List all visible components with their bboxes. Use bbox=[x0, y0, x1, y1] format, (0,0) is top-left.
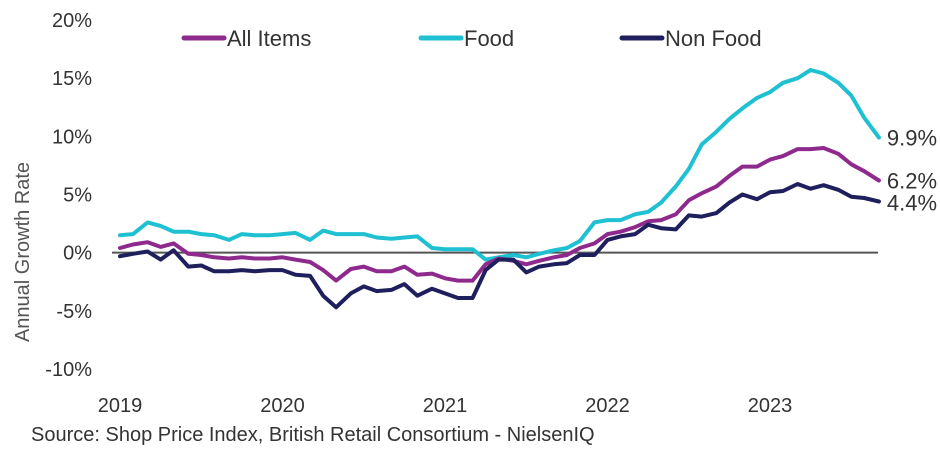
x-tick-label: 2021 bbox=[423, 395, 468, 417]
y-tick-label: 10% bbox=[52, 126, 92, 148]
end-label-all-items: 6.2% bbox=[887, 169, 937, 194]
end-label-food: 9.9% bbox=[887, 125, 937, 150]
series-line-non-food bbox=[118, 182, 881, 310]
x-tick-label: 2020 bbox=[260, 395, 305, 417]
legend-label: All Items bbox=[227, 26, 311, 51]
y-axis-ticks: -10% -5% 0% 5% 10% 15% 20% bbox=[45, 10, 92, 381]
series-line-food bbox=[118, 68, 881, 262]
legend-label: Food bbox=[464, 26, 514, 51]
y-tick-label: 20% bbox=[52, 10, 92, 32]
x-axis-ticks: 2019 2020 2021 2022 2023 bbox=[98, 395, 793, 417]
legend: All Items Food Non Food bbox=[181, 26, 762, 51]
y-tick-label: 0% bbox=[63, 243, 92, 265]
legend-label: Non Food bbox=[665, 26, 762, 51]
x-tick-label: 2023 bbox=[748, 395, 793, 417]
y-tick-label: 5% bbox=[63, 185, 92, 207]
series-lines bbox=[118, 68, 881, 310]
end-value-labels: 6.2% 9.9% 4.4% bbox=[887, 125, 937, 215]
x-tick-label: 2022 bbox=[585, 395, 630, 417]
x-tick-label: 2019 bbox=[98, 395, 143, 417]
source-note: Source: Shop Price Index, British Retail… bbox=[31, 424, 595, 446]
y-tick-label: -10% bbox=[45, 359, 92, 381]
end-label-non-food: 4.4% bbox=[887, 190, 937, 215]
y-axis-label: Annual Growth Rate bbox=[12, 162, 34, 342]
y-tick-label: -5% bbox=[56, 301, 92, 323]
y-tick-label: 15% bbox=[52, 68, 92, 90]
